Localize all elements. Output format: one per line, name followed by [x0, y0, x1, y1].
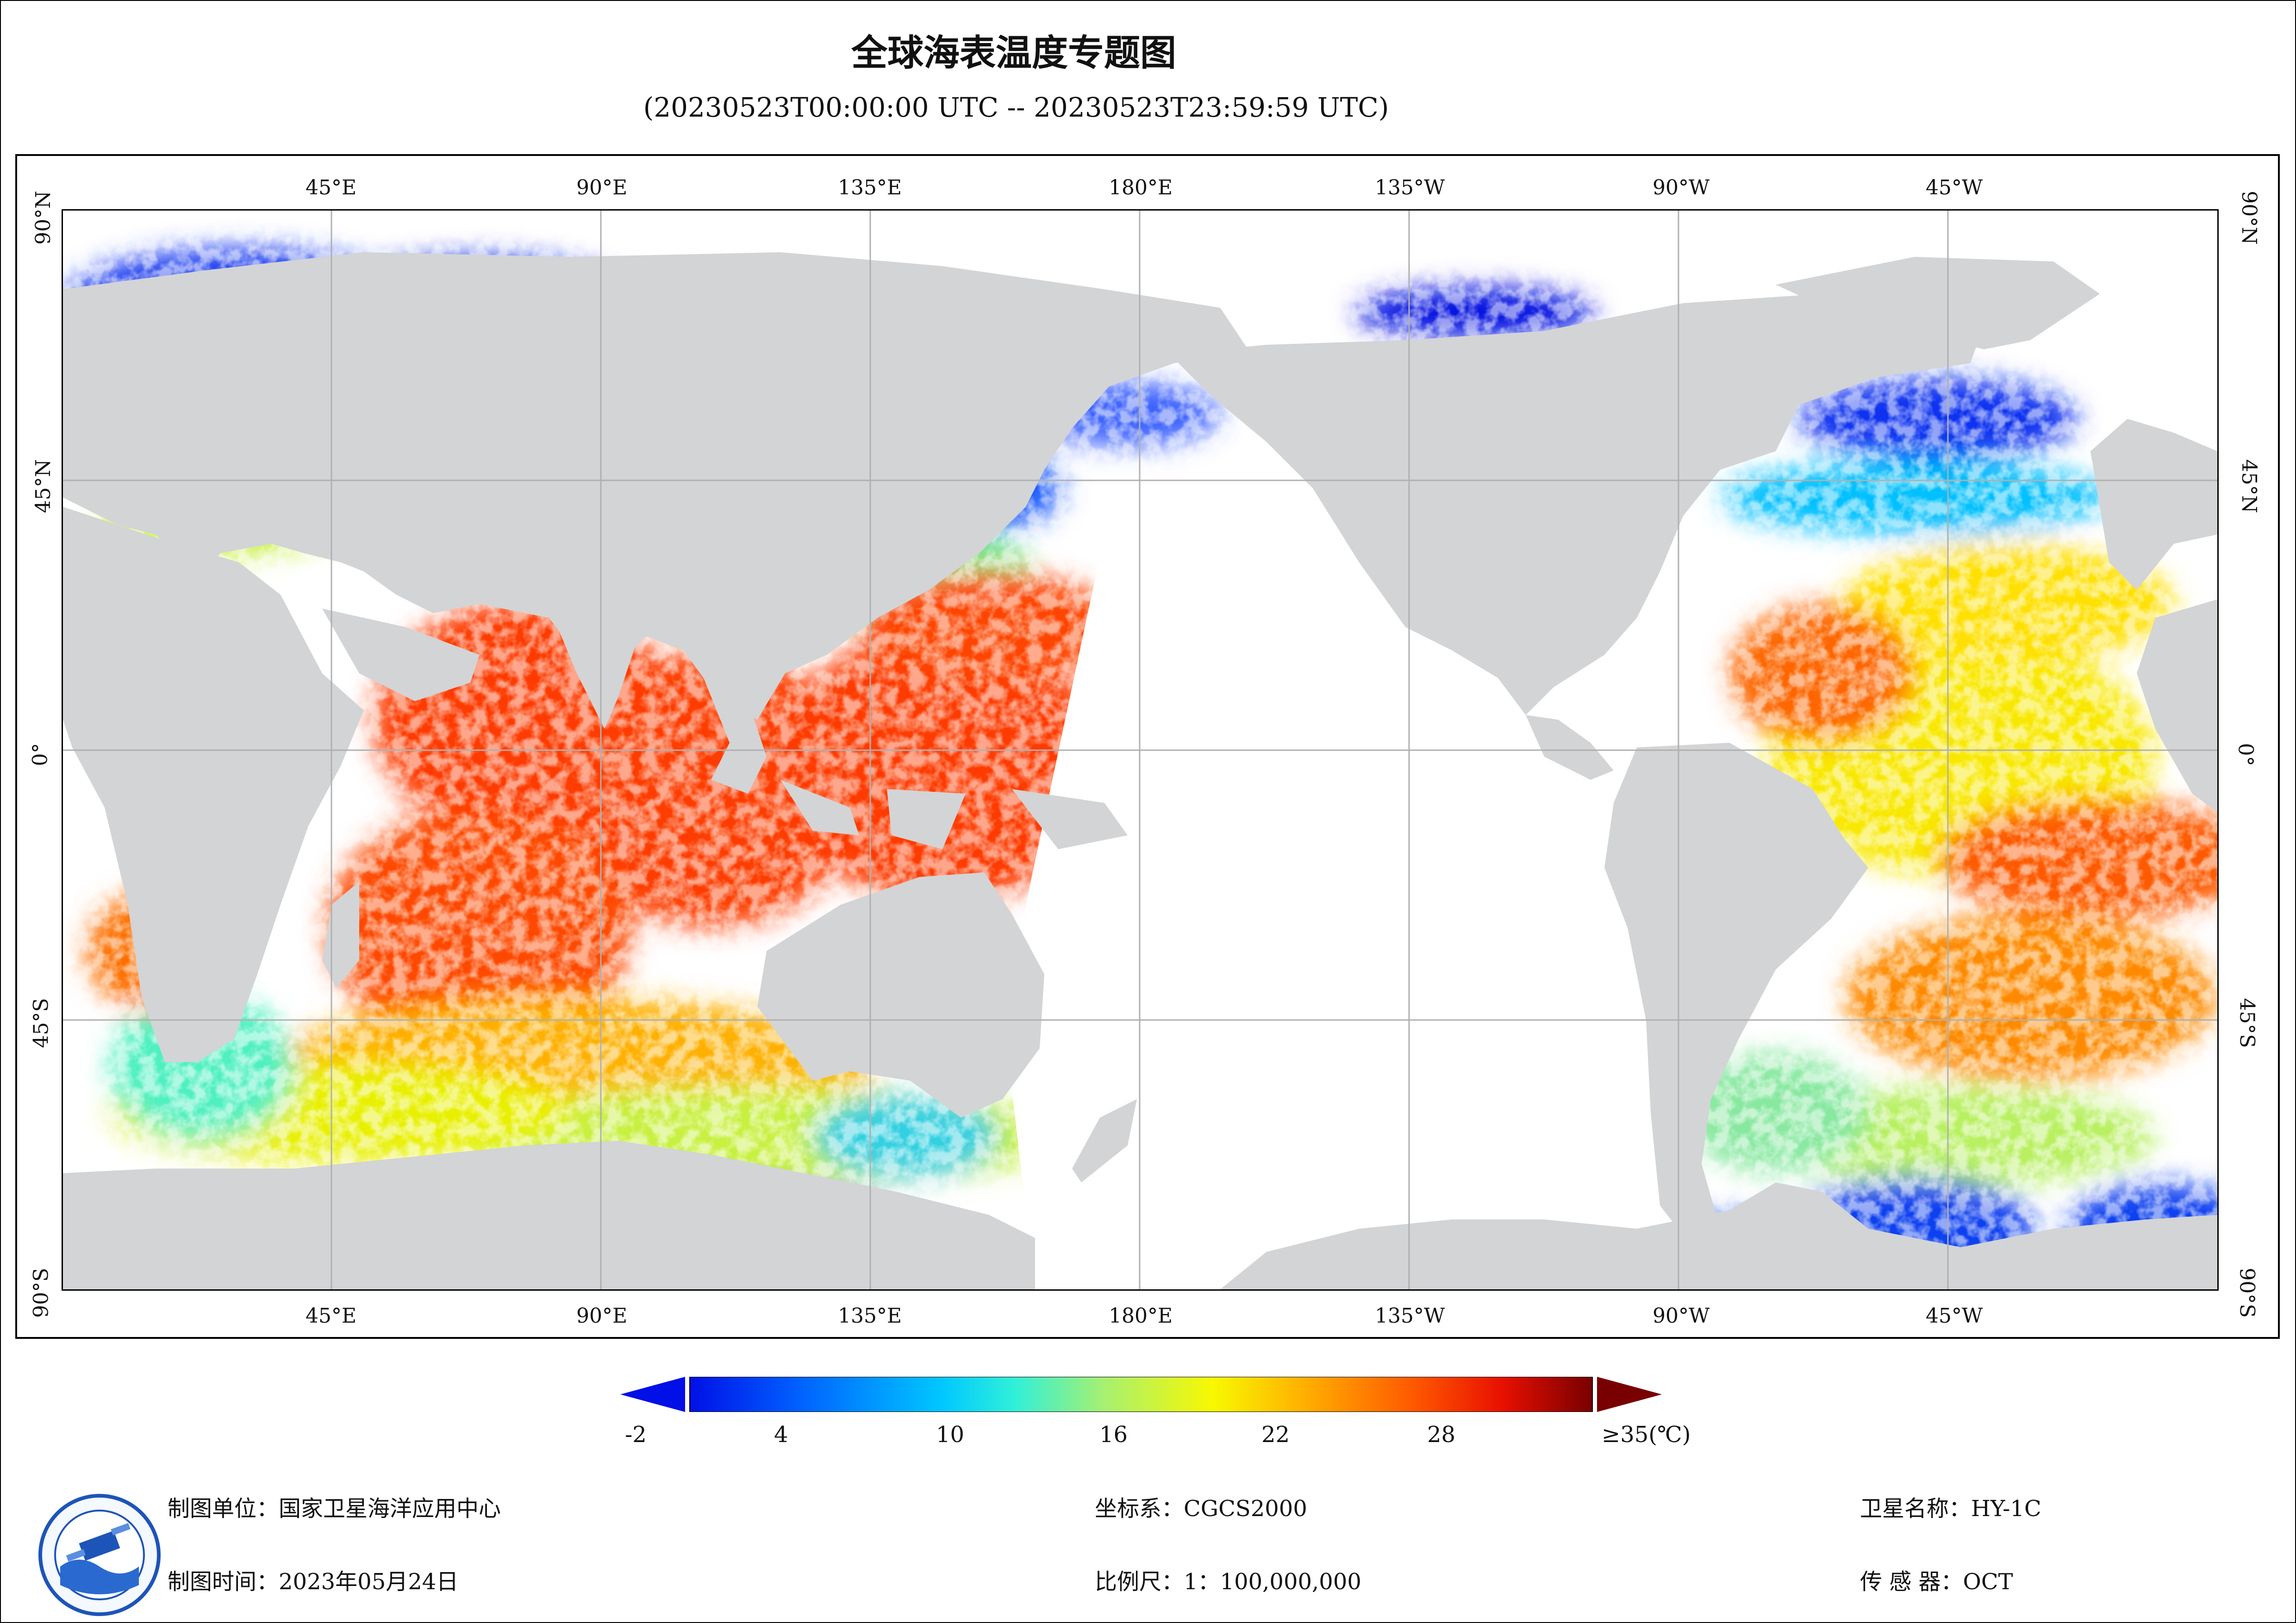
lon-label-top: 45°E [306, 176, 357, 199]
lon-label-top: 135°W [1375, 176, 1445, 199]
colorbar-tick: -2 [625, 1422, 647, 1448]
colorbar-tick: 22 [1261, 1422, 1290, 1448]
map-scale: 比例尺：1：100,000,000 [1095, 1563, 1361, 1596]
date-value: 2023年05月24日 [279, 1569, 459, 1595]
satellite-value: HY-1C [1971, 1496, 2041, 1522]
lon-label-bottom: 90°E [576, 1304, 628, 1328]
lat-label-right: 90°N [2237, 191, 2261, 245]
lat-label-right: 45°S [2235, 998, 2259, 1048]
colorbar-tick: 16 [1099, 1422, 1128, 1448]
lat-label-right: 45°N [2237, 459, 2261, 513]
colorbar-max-label: ≥35(℃) [1602, 1422, 1691, 1448]
lat-label-right: 0° [2234, 743, 2258, 766]
producer-label: 制图单位： [168, 1496, 279, 1522]
scale-label: 比例尺： [1095, 1569, 1184, 1595]
lon-label-bottom: 45°W [1926, 1304, 1983, 1328]
lon-label-top: 180°E [1109, 176, 1173, 199]
lon-label-top: 90°W [1653, 176, 1710, 199]
lon-label-top: 45°W [1926, 176, 1983, 199]
sensor-label: 传 感 器： [1860, 1569, 1963, 1595]
sensor: 传 感 器：OCT [1860, 1563, 2013, 1596]
lon-label-bottom: 135°E [838, 1304, 902, 1328]
colorbar [620, 1377, 1662, 1412]
colorbar-tick: 10 [936, 1422, 965, 1448]
lon-label-bottom: 135°W [1375, 1304, 1445, 1328]
coordinate-system: 坐标系：CGCS2000 [1095, 1490, 1307, 1523]
satellite-label: 卫星名称： [1860, 1496, 1972, 1522]
crs-value: CGCS2000 [1184, 1496, 1307, 1522]
lon-label-bottom: 45°E [306, 1304, 357, 1328]
nsoas-logo-icon [38, 1494, 161, 1616]
sst-map [62, 209, 2219, 1291]
lon-label-bottom: 90°W [1653, 1304, 1710, 1328]
scale-value: 1：100,000,000 [1184, 1569, 1361, 1595]
colorbar-tick: 28 [1427, 1422, 1456, 1448]
crs-label: 坐标系： [1095, 1496, 1184, 1522]
producer: 制图单位：国家卫星海洋应用中心 [168, 1490, 501, 1523]
satellite: 卫星名称：HY-1C [1860, 1490, 2041, 1523]
sensor-value: OCT [1963, 1569, 2013, 1595]
producer-value: 国家卫星海洋应用中心 [279, 1496, 501, 1522]
lat-label-left: 90°S [29, 1268, 53, 1318]
lon-label-top: 135°E [838, 176, 902, 199]
map-frame [15, 154, 2280, 1339]
colorbar-tick: 4 [774, 1422, 788, 1448]
lon-label-top: 90°E [576, 176, 628, 199]
colorbar-min-arrow [620, 1377, 685, 1412]
lat-label-right: 90°S [2235, 1268, 2259, 1318]
lat-label-left: 0° [28, 743, 52, 766]
time-range: (20230523T00:00:00 UTC -- 20230523T23:59… [643, 92, 1389, 123]
lat-label-left: 45°S [29, 998, 53, 1048]
date-label: 制图时间： [168, 1569, 279, 1595]
land [63, 252, 2217, 1289]
graticule [63, 211, 2217, 1289]
map-canvas [63, 211, 2217, 1289]
colorbar-gradient [689, 1377, 1593, 1412]
lon-label-bottom: 180°E [1109, 1304, 1173, 1328]
lat-label-left: 45°N [31, 459, 55, 513]
lat-label-left: 90°N [31, 191, 55, 245]
colorbar-max-arrow [1597, 1377, 1662, 1412]
production-date: 制图时间：2023年05月24日 [168, 1563, 458, 1596]
map-title: 全球海表温度专题图 [851, 32, 1176, 74]
